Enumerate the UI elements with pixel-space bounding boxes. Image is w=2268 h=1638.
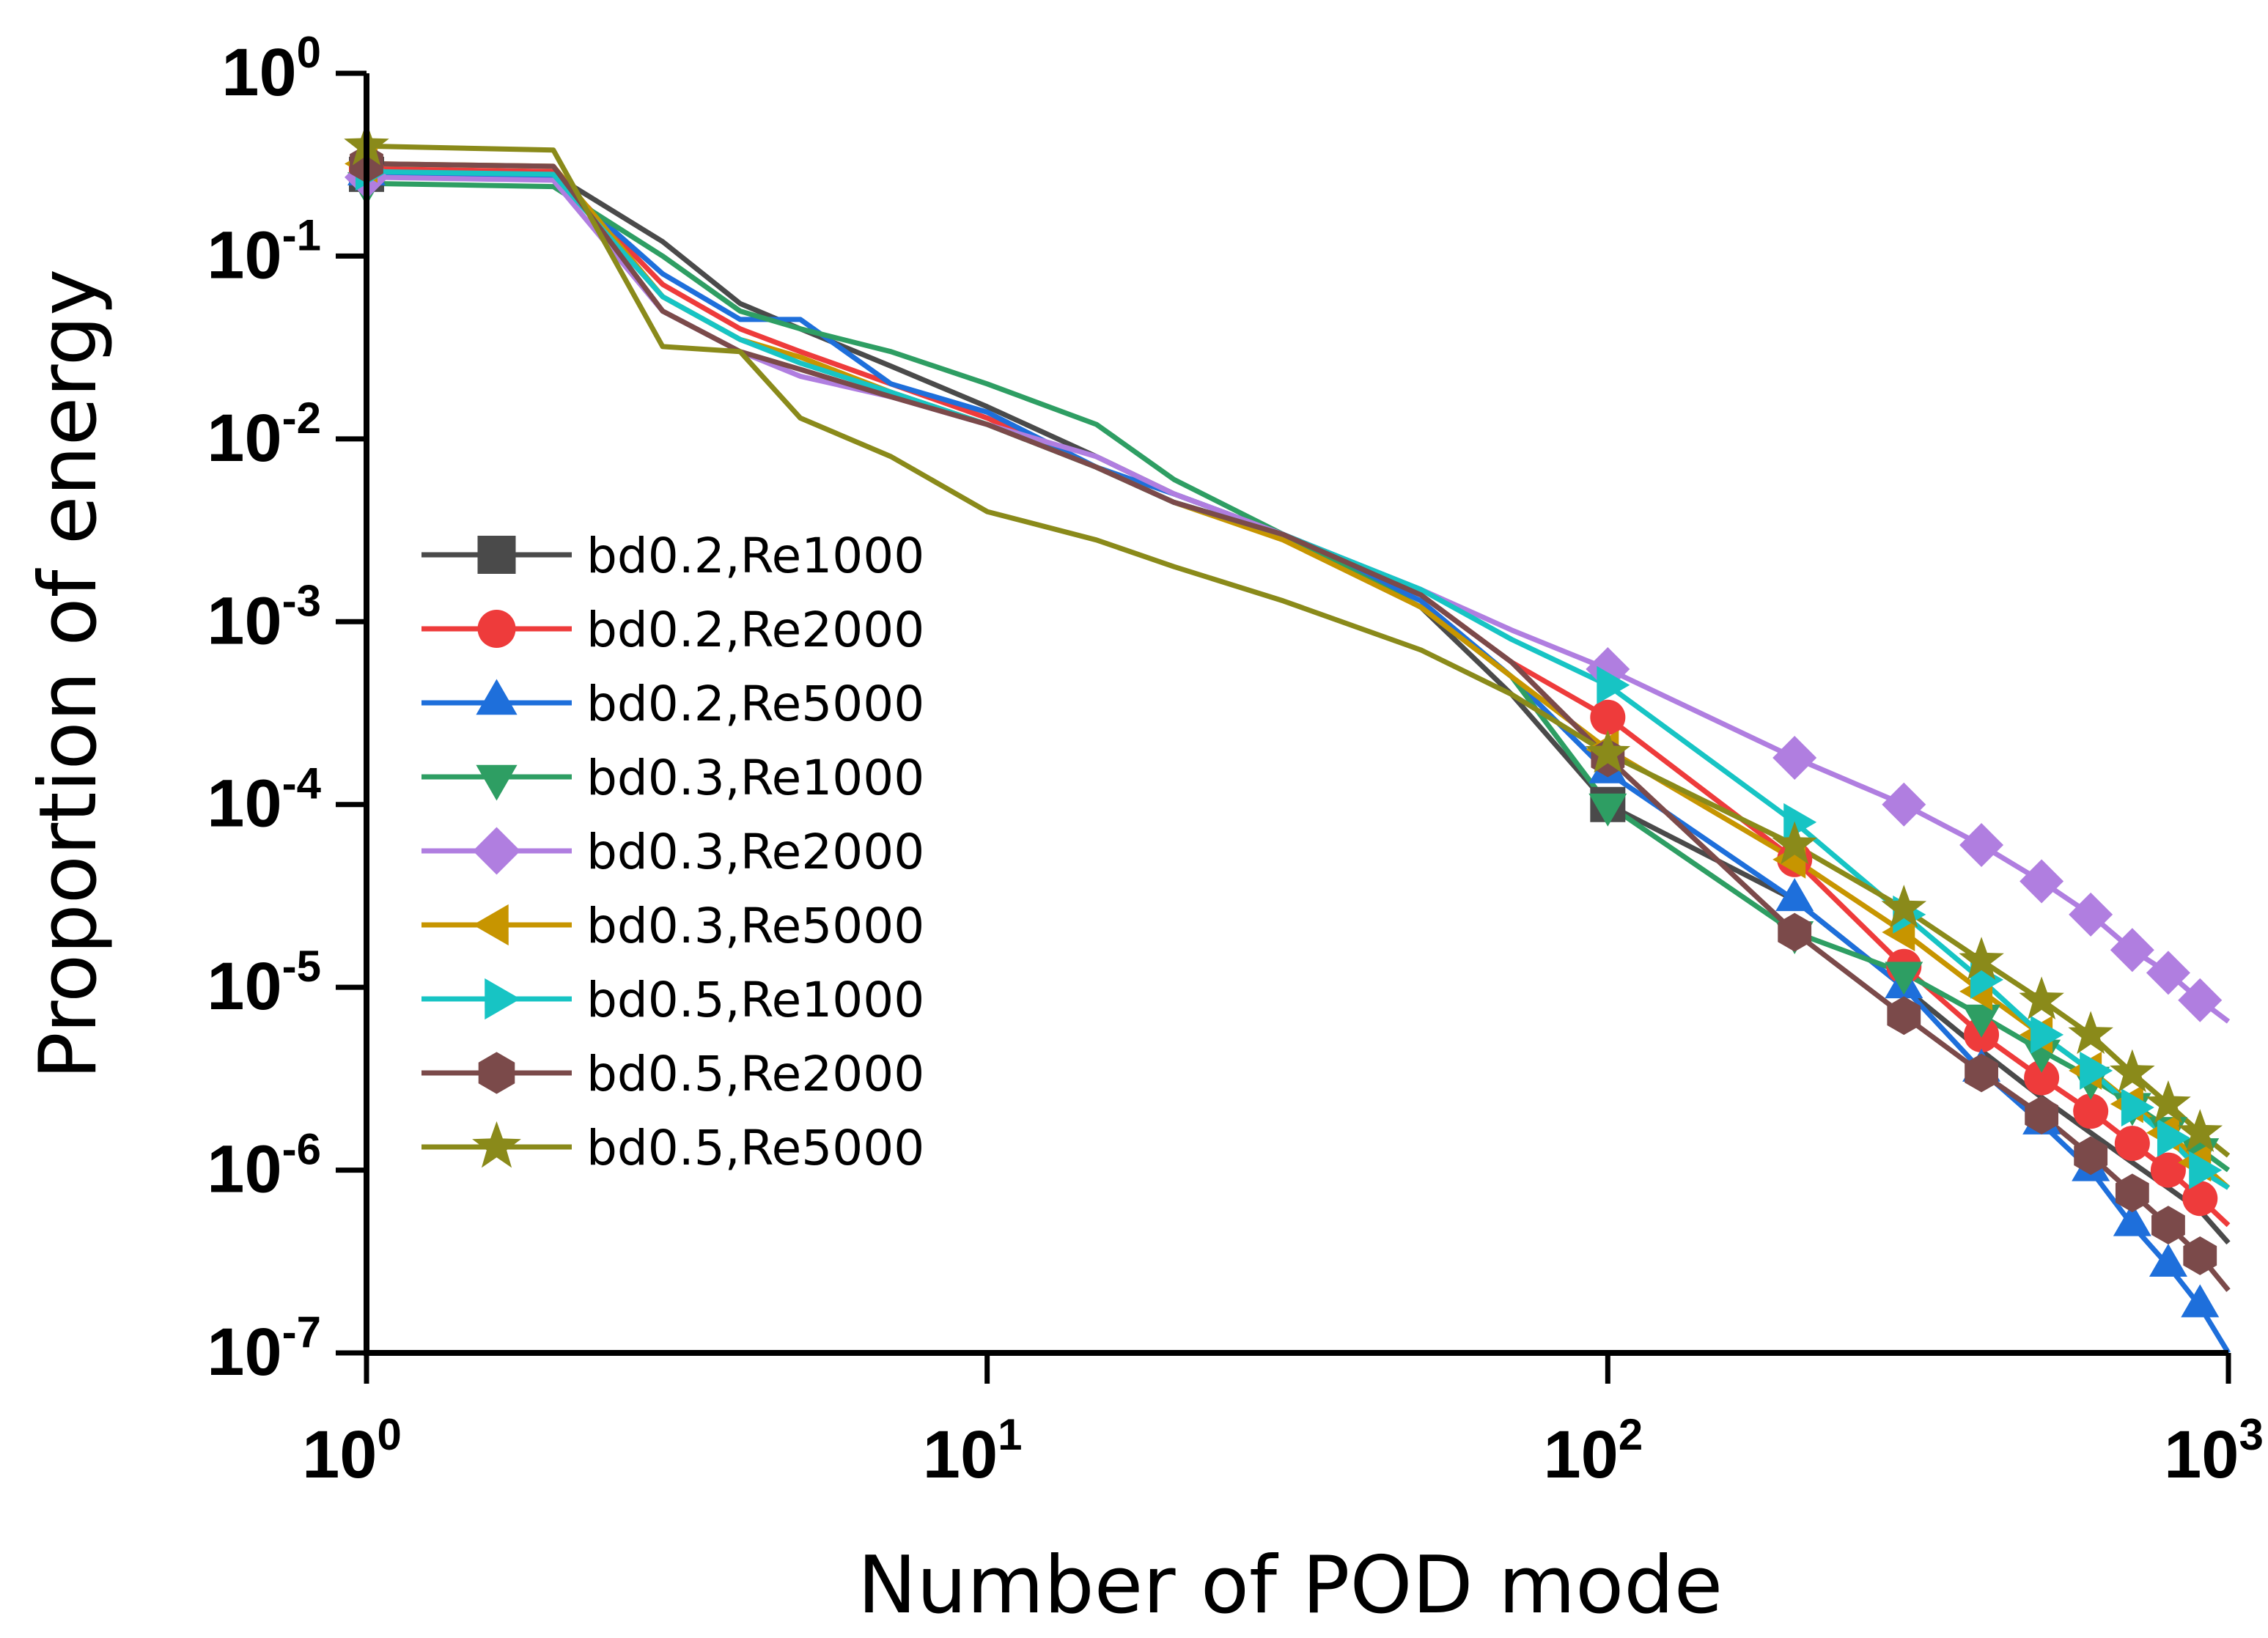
series-2-point-2 — [1775, 878, 1814, 912]
series-8-point-2 — [1772, 821, 1818, 865]
legend-label-1: bd0.2,Re2000 — [586, 602, 924, 658]
series-6-point-7 — [2121, 1088, 2154, 1127]
series-4-point-9 — [2178, 978, 2223, 1022]
x-tick-label-2: 102 — [1543, 1410, 1643, 1492]
legend-label-0: bd0.2,Re1000 — [586, 528, 924, 584]
legend-label-7: bd0.5,Re2000 — [586, 1046, 924, 1102]
x-tick-label-3: 103 — [2164, 1410, 2264, 1492]
series-7-point-8 — [2151, 1206, 2185, 1245]
y-tick-label-5: 10-5 — [207, 942, 321, 1024]
legend-label-4: bd0.3,Re2000 — [586, 824, 924, 880]
series-3-point-3 — [1885, 962, 1923, 995]
series-line-4 — [366, 174, 2231, 1024]
series-4-point-5 — [2020, 859, 2064, 904]
legend-label-5: bd0.3,Re5000 — [586, 898, 924, 954]
series-7-point-5 — [2025, 1096, 2059, 1135]
legend-label-6: bd0.5,Re1000 — [586, 972, 924, 1028]
legend-marker-7 — [478, 1052, 515, 1094]
series-7-point-3 — [1887, 996, 1921, 1036]
series-6-point-6 — [2080, 1051, 2113, 1090]
series-7-point-2 — [1778, 912, 1812, 952]
series-7-point-7 — [2115, 1173, 2149, 1213]
legend-marker-5 — [473, 904, 509, 946]
series-3-point-1 — [1588, 793, 1627, 827]
series-8-point-6 — [2068, 1011, 2113, 1055]
legend-marker-6 — [485, 978, 520, 1020]
series-2-point-9 — [2181, 1284, 2220, 1318]
series-2-point-8 — [2149, 1243, 2187, 1277]
series-1-point-5 — [2024, 1060, 2060, 1096]
legend-label-2: bd0.2,Re5000 — [586, 676, 924, 732]
legend-marker-3 — [476, 764, 518, 801]
series-7-point-9 — [2183, 1236, 2217, 1275]
y-tick-label-2: 10-2 — [207, 394, 321, 476]
tick-labels: 100 10-1 10-2 10-3 10-4 10-5 10-6 10-7 100 101 102… — [207, 28, 2264, 1492]
y-tick-label-4: 10-4 — [207, 759, 321, 841]
y-axis-title: Proportion of energy — [23, 269, 114, 1080]
series-line-7 — [366, 161, 2231, 1292]
series-1-point-9 — [2182, 1181, 2218, 1217]
legend-marker-2 — [476, 679, 518, 715]
legend: bd0.2,Re1000 bd0.2,Re2000 bd0.2,Re5000 bd0.… — [421, 528, 924, 1176]
series-4-point-7 — [2110, 928, 2154, 973]
x-tick-label-0: 100 — [302, 1410, 402, 1492]
plot-lines — [366, 143, 2231, 1354]
series-6-point-8 — [2157, 1118, 2190, 1157]
legend-label-3: bd0.3,Re1000 — [586, 750, 924, 806]
legend-marker-1 — [477, 610, 516, 648]
series-4-point-8 — [2146, 951, 2190, 995]
series-6-point-1 — [1597, 665, 1630, 704]
series-1-point-6 — [2073, 1093, 2109, 1129]
series-1-point-7 — [2114, 1126, 2150, 1162]
legend-marker-8 — [472, 1121, 521, 1168]
y-tick-label-0: 100 — [221, 28, 321, 110]
series-8-point-3 — [1881, 885, 1927, 928]
y-tick-label-3: 10-3 — [207, 576, 321, 658]
series-8-point-9 — [2177, 1109, 2223, 1152]
y-tick-label-6: 10-6 — [207, 1125, 321, 1207]
series-4-point-3 — [1882, 782, 1926, 827]
series-line-6 — [366, 169, 2230, 1190]
y-tick-label-1: 10-1 — [207, 210, 321, 292]
axes — [336, 70, 2231, 1384]
legend-label-8: bd0.5,Re5000 — [586, 1120, 924, 1176]
x-axis-title: Number of POD mode — [858, 1540, 1723, 1631]
series-3-point-4 — [1962, 1004, 2001, 1038]
series-6-point-5 — [2030, 1015, 2064, 1054]
legend-marker-0 — [477, 536, 516, 574]
series-4-point-4 — [1959, 823, 2004, 868]
series-8-point-5 — [2019, 976, 2064, 1019]
series-7-point-4 — [1965, 1053, 1998, 1093]
series-7-point-6 — [2074, 1136, 2108, 1176]
series-8-point-7 — [2110, 1049, 2155, 1093]
y-tick-label-7: 10-7 — [207, 1307, 321, 1390]
series-4-point-6 — [2069, 892, 2113, 937]
series-4-point-2 — [1772, 736, 1817, 781]
series-1-point-1 — [1590, 699, 1626, 735]
legend-marker-4 — [473, 827, 520, 875]
series-8-point-8 — [2146, 1080, 2191, 1124]
series-8-point-4 — [1959, 937, 2004, 980]
series-line-8 — [366, 143, 2231, 1158]
series-1-point-8 — [2150, 1152, 2186, 1188]
series-line-0 — [367, 171, 2231, 1245]
series-2-point-7 — [2113, 1203, 2151, 1236]
x-tick-label-1: 101 — [923, 1410, 1023, 1492]
series-6-point-9 — [2189, 1151, 2223, 1189]
series-8-point-1 — [1585, 729, 1631, 773]
